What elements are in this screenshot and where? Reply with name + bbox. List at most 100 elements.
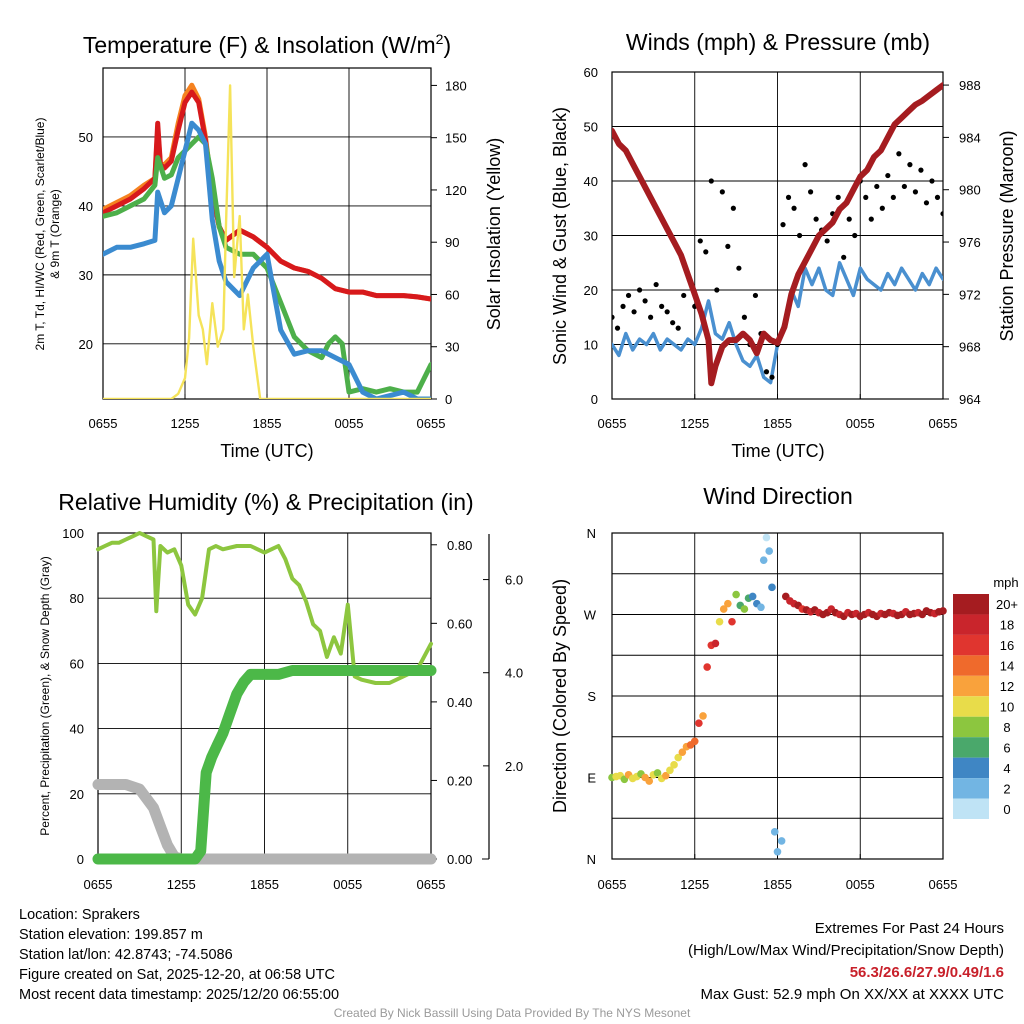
direction-point <box>773 847 782 856</box>
x-tick-label: 0655 <box>929 416 958 431</box>
x-tick-label: 0655 <box>417 416 446 431</box>
colorbar-label: 12 <box>1000 679 1014 694</box>
y2-tick-label: 976 <box>959 235 981 250</box>
y2-tick-label: 0.00 <box>447 852 472 867</box>
gust-point <box>785 194 792 200</box>
x-tick-label: 1855 <box>763 416 792 431</box>
gust-point <box>835 194 841 200</box>
y2-tick-label: 120 <box>445 183 467 198</box>
x-axis-label: Time (UTC) <box>220 441 313 461</box>
gust-point <box>929 178 935 184</box>
colorbar-cell <box>953 696 989 717</box>
gust-point <box>703 249 709 255</box>
gust-point <box>670 320 676 326</box>
temperature-panel: Temperature (F) & Insolation (W/m2) 0655 1… <box>33 31 504 461</box>
y-tick-label: N <box>587 526 596 541</box>
y-tick-label: 20 <box>584 283 598 298</box>
x-tick-label: 1255 <box>680 416 709 431</box>
elevation-text: Station elevation: 199.857 m <box>19 927 203 943</box>
y2-tick-label: 0.40 <box>447 695 472 710</box>
gust-point <box>791 205 797 211</box>
x-tick-label: 0655 <box>598 877 627 892</box>
direction-point <box>678 748 687 756</box>
y3-tick-label: 4.0 <box>505 666 523 681</box>
y3-tick-label: 6.0 <box>505 573 523 588</box>
chart-title: Temperature (F) & Insolation (W/m2) <box>83 31 451 58</box>
x-tick-label: 0655 <box>598 416 627 431</box>
series-line-solar-insolation <box>103 84 431 399</box>
gust-point <box>863 194 869 200</box>
x-tick-label: 1255 <box>680 877 709 892</box>
gust-point <box>725 243 731 249</box>
y-tick-label: 30 <box>79 268 93 283</box>
extremes-subheading: (High/Low/Max Wind/Precipitation/Snow De… <box>688 942 1004 959</box>
direction-point <box>759 556 768 564</box>
colorbar-cell <box>953 614 989 635</box>
colorbar-cell <box>953 737 989 758</box>
direction-point <box>666 766 674 775</box>
direction-point <box>695 719 703 727</box>
series-group <box>612 82 943 387</box>
direction-point <box>777 837 786 845</box>
gust-point <box>824 238 830 244</box>
gust-point <box>659 303 665 309</box>
direction-point <box>670 761 678 769</box>
y-tick-label: 30 <box>584 229 598 244</box>
y2-tick-label: 980 <box>959 183 981 198</box>
gust-point <box>752 292 759 299</box>
gust-point <box>940 211 943 217</box>
y2-tick-label: 90 <box>445 235 459 250</box>
gust-point <box>796 232 803 239</box>
station-info: Location: Sprakers Station elevation: 19… <box>19 905 339 1005</box>
direction-point <box>653 769 662 777</box>
location-text: Location: Sprakers <box>19 907 140 923</box>
colorbar-cell <box>953 675 989 697</box>
y2-tick-label: 0.80 <box>447 538 472 553</box>
gust-point <box>918 167 924 173</box>
x-tick-label: 0055 <box>333 877 362 892</box>
gust-point <box>697 238 703 244</box>
series-group <box>103 82 431 399</box>
y2-tick-label: 988 <box>959 78 981 93</box>
gust-point <box>808 189 814 195</box>
y-tick-label: 50 <box>79 130 93 145</box>
gust-point <box>769 374 775 380</box>
points-group <box>608 533 947 856</box>
colorbar-cell <box>953 594 989 615</box>
y2-tick-label: 968 <box>959 340 981 355</box>
gust-point <box>841 254 847 260</box>
gust-point <box>730 205 736 211</box>
y-tick-label: N <box>587 852 596 867</box>
y2-tick-label: 0 <box>445 392 452 407</box>
y-tick-label: 10 <box>584 338 598 353</box>
gust-point <box>708 178 714 184</box>
y2-tick-label: 972 <box>959 287 981 302</box>
y2-axis-label: Station Pressure (Maroon) <box>997 130 1017 341</box>
direction-point <box>748 592 757 601</box>
gust-point <box>879 205 885 211</box>
y-tick-label: 0 <box>591 392 598 407</box>
direction-point <box>715 617 724 626</box>
direction-point <box>768 583 776 592</box>
series-group <box>92 531 437 865</box>
gust-point <box>907 162 913 168</box>
gust-point <box>653 281 659 288</box>
direction-point <box>703 663 711 671</box>
direction-point <box>699 712 707 720</box>
gust-point <box>890 194 896 200</box>
y-tick-label: 100 <box>62 526 84 541</box>
gust-point <box>852 232 858 239</box>
gust-point <box>612 314 615 320</box>
direction-point <box>762 533 771 542</box>
colorbar-cell <box>953 716 989 738</box>
gust-point <box>736 265 742 271</box>
x-tick-label: 1855 <box>763 877 792 892</box>
colorbar-cell <box>953 655 989 676</box>
colorbar-label: 18 <box>1000 618 1014 633</box>
gust-point <box>901 183 907 190</box>
colorbar-cell <box>953 757 989 779</box>
x-tick-label: 0055 <box>335 416 364 431</box>
y-tick-label: 20 <box>70 787 84 802</box>
gust-point <box>681 292 687 299</box>
